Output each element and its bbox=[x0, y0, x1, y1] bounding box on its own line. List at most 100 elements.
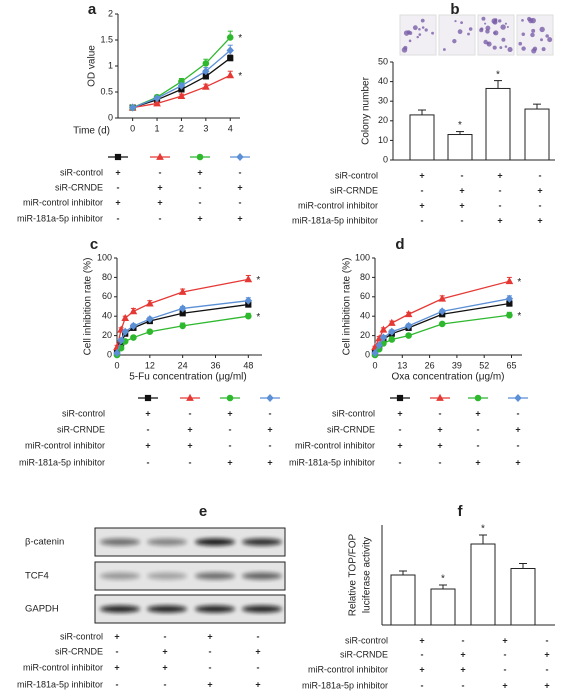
colony bbox=[406, 30, 411, 35]
data-point bbox=[153, 94, 161, 103]
data-point bbox=[505, 277, 514, 285]
condition-mark: + bbox=[227, 408, 232, 418]
data-point bbox=[226, 46, 234, 55]
condition-mark: - bbox=[421, 185, 424, 195]
condition-mark: - bbox=[439, 457, 442, 467]
condition-label: miR-control inhibitor bbox=[295, 440, 375, 450]
data-point bbox=[388, 336, 396, 343]
x-tick-label: 2 bbox=[179, 123, 184, 133]
legend-marker bbox=[474, 394, 482, 402]
colony bbox=[431, 31, 434, 35]
condition-mark: - bbox=[462, 635, 465, 645]
data-point bbox=[371, 349, 379, 358]
blot-band bbox=[242, 572, 282, 580]
x-tick-label: 48 bbox=[243, 360, 253, 370]
condition-mark: - bbox=[499, 185, 502, 195]
x-axis-label: Time (d) bbox=[73, 126, 110, 137]
condition-mark: + bbox=[162, 662, 167, 672]
blot-band bbox=[100, 605, 140, 613]
annotation: * bbox=[481, 524, 485, 535]
condition-mark: - bbox=[199, 197, 202, 207]
data-point bbox=[375, 341, 383, 350]
condition-mark: + bbox=[237, 182, 242, 192]
colony bbox=[401, 47, 408, 53]
blot-band bbox=[242, 605, 282, 613]
condition-mark: - bbox=[147, 424, 150, 434]
data-point bbox=[245, 312, 252, 320]
condition-mark: + bbox=[497, 170, 502, 180]
bar bbox=[409, 114, 435, 161]
condition-mark: - bbox=[461, 170, 464, 180]
colony bbox=[499, 46, 503, 49]
bar bbox=[390, 574, 416, 626]
condition-mark: + bbox=[114, 631, 119, 641]
condition-mark: - bbox=[539, 200, 542, 210]
y-tick-label: 0 bbox=[108, 112, 113, 122]
condition-mark: + bbox=[255, 679, 260, 689]
condition-mark: + bbox=[187, 424, 192, 434]
condition-mark: + bbox=[437, 424, 442, 434]
error-bar bbox=[399, 570, 407, 575]
condition-mark: - bbox=[504, 649, 507, 659]
condition-mark: - bbox=[269, 440, 272, 450]
condition-mark: - bbox=[477, 440, 480, 450]
condition-mark: - bbox=[117, 182, 120, 192]
y-tick-label: 10 bbox=[378, 135, 388, 145]
condition-label: siR-control bbox=[332, 408, 375, 418]
colony bbox=[481, 16, 486, 21]
colony bbox=[504, 45, 508, 48]
legend-marker bbox=[144, 394, 152, 402]
bar bbox=[510, 568, 536, 626]
x-tick-label: 26 bbox=[425, 360, 435, 370]
data-point bbox=[244, 275, 253, 283]
condition-mark: + bbox=[115, 167, 120, 177]
condition-mark: + bbox=[459, 185, 464, 195]
y-tick-label: 60 bbox=[102, 291, 112, 301]
condition-mark: - bbox=[209, 646, 212, 656]
condition-mark: - bbox=[517, 440, 520, 450]
colony bbox=[485, 25, 491, 31]
annotation: * bbox=[517, 311, 521, 322]
colony bbox=[541, 47, 546, 52]
colony bbox=[531, 28, 536, 33]
condition-label: miR-181a-5p inhibitor bbox=[19, 457, 105, 467]
condition-mark: - bbox=[164, 679, 167, 689]
colony bbox=[494, 18, 498, 22]
blot-band bbox=[100, 538, 140, 546]
bar bbox=[470, 543, 496, 626]
colony bbox=[454, 19, 457, 23]
x-tick-label: 0 bbox=[130, 123, 135, 133]
condition-mark: + bbox=[227, 457, 232, 467]
condition-mark: + bbox=[397, 440, 402, 450]
data-point bbox=[128, 103, 137, 112]
y-tick-label: 20 bbox=[102, 330, 112, 340]
condition-mark: + bbox=[114, 662, 119, 672]
condition-label: miR-control inhibitor bbox=[25, 440, 105, 450]
data-point bbox=[379, 325, 388, 333]
data-point bbox=[121, 327, 129, 336]
panel-letter: b bbox=[450, 1, 459, 18]
y-tick-label: 0 bbox=[107, 349, 112, 359]
data-point bbox=[379, 333, 388, 342]
colony bbox=[521, 18, 524, 22]
data-point bbox=[113, 349, 121, 358]
data-point bbox=[178, 287, 187, 295]
condition-label: siR-CRNDE bbox=[55, 182, 103, 192]
condition-mark: - bbox=[421, 215, 424, 225]
condition-mark: - bbox=[257, 631, 260, 641]
condition-label: miR-control inhibitor bbox=[23, 662, 103, 672]
colony bbox=[452, 38, 457, 44]
condition-mark: + bbox=[157, 197, 162, 207]
error-bar bbox=[494, 80, 502, 89]
data-point bbox=[117, 336, 125, 345]
condition-label: siR-control bbox=[60, 167, 103, 177]
blot-band bbox=[195, 538, 235, 546]
condition-mark: + bbox=[502, 635, 507, 645]
x-tick-label: 24 bbox=[178, 360, 188, 370]
condition-mark: - bbox=[269, 408, 272, 418]
bar bbox=[447, 134, 473, 161]
bar bbox=[430, 588, 456, 626]
panel-letter: d bbox=[395, 236, 404, 253]
series-line bbox=[116, 315, 249, 356]
